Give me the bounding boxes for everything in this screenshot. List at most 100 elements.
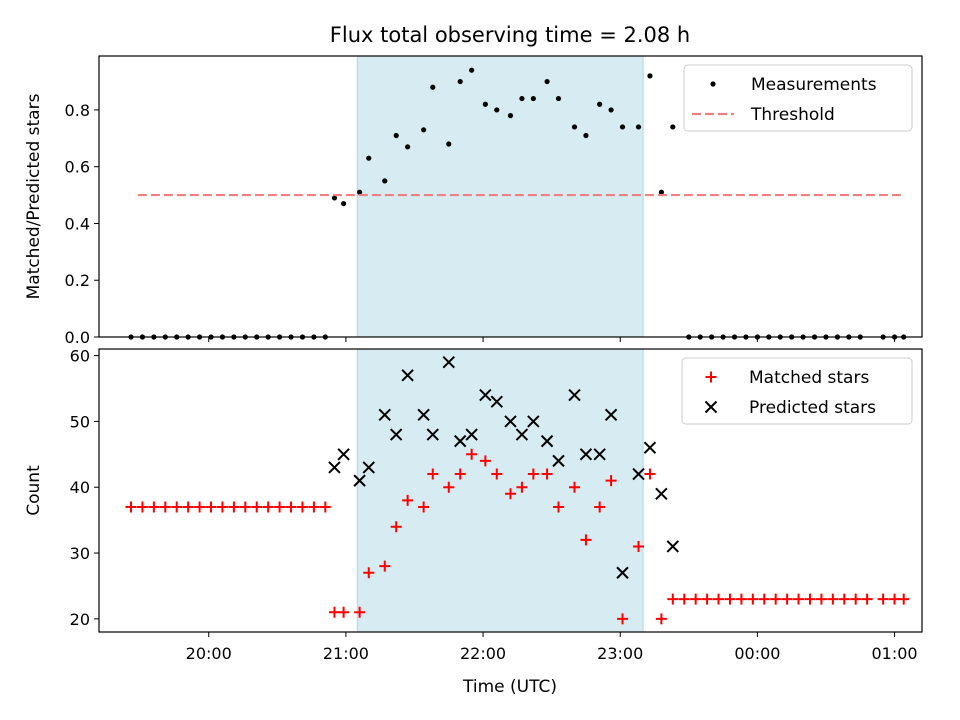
measurement-point	[555, 95, 562, 102]
measurement-point	[619, 124, 626, 130]
bottom-y-axis-label: Count	[24, 465, 44, 516]
y-tick-label: 0.2	[65, 271, 90, 290]
matched-stars-point	[877, 593, 889, 605]
predicted-stars-point	[479, 388, 492, 402]
measurement-point	[405, 144, 411, 150]
y-tick-label: 0.6	[65, 158, 90, 177]
matched-stars-point	[804, 593, 816, 605]
matched-stars-point	[125, 501, 137, 513]
matched-stars-point	[216, 501, 228, 513]
predicted-stars-point	[426, 428, 439, 441]
predicted-stars-point	[593, 448, 606, 461]
predicted-stars-point	[328, 461, 341, 474]
matched-stars-point	[850, 593, 862, 605]
matched-stars-point	[479, 455, 491, 467]
x-tick-label: 21:00	[323, 644, 369, 663]
matched-stars-point	[553, 501, 565, 513]
bottom-axes-frame	[98, 348, 923, 633]
x-axis-label: Time (UTC)	[462, 677, 557, 697]
x-tick-label: 23:00	[597, 644, 643, 663]
predicted-stars-point	[632, 467, 645, 481]
matched-stars-point	[713, 593, 725, 605]
legend-box	[683, 64, 913, 132]
predicted-stars-point	[389, 428, 403, 441]
y-tick-label: 50	[70, 412, 90, 431]
measurement-point	[446, 141, 452, 147]
matched-stars-point	[285, 501, 297, 513]
matched-stars-point	[262, 501, 274, 513]
measurement-point	[635, 124, 642, 130]
x-tick-label: 00:00	[734, 644, 780, 663]
matched-stars-point	[838, 593, 850, 605]
legend-label: Matched stars	[749, 368, 869, 388]
legend-marker-matched-stars	[705, 371, 717, 383]
predicted-stars-point	[515, 428, 529, 441]
matched-stars-point	[171, 501, 183, 513]
bottom-panel: 20 30 40 50 60 20:00 21:00 22:00 23:00 00:00 01:00…	[24, 347, 923, 663]
measurement-point	[544, 78, 550, 85]
matched-stars-point	[633, 540, 645, 552]
figure-title: Flux total observing time = 2.08 h	[330, 23, 690, 47]
matched-stars-point	[505, 488, 516, 500]
measurement-point	[583, 132, 589, 139]
matched-stars-point	[898, 593, 910, 605]
top-legend: Measurements Threshold	[683, 64, 913, 132]
measurement-point	[331, 195, 338, 201]
matched-stars-point	[194, 501, 206, 513]
matched-stars-point	[793, 593, 805, 605]
measurement-point	[658, 189, 664, 195]
measurement-point	[647, 73, 653, 79]
predicted-stars-point	[378, 408, 391, 422]
predicted-stars-point	[353, 474, 366, 487]
matched-stars-point	[678, 593, 690, 605]
measurement-point	[507, 113, 514, 119]
matched-stars-point	[308, 501, 320, 513]
matched-stars-point	[781, 593, 793, 605]
measurement-point	[482, 101, 488, 107]
bottom-observing-window-span	[356, 348, 644, 633]
matched-stars-point	[690, 593, 702, 605]
matched-stars-point	[390, 521, 402, 533]
bottom-series-matched-stars	[125, 448, 910, 625]
matched-stars-point	[239, 501, 251, 513]
legend-label: Predicted stars	[749, 398, 876, 418]
legend-marker-measurements	[710, 81, 716, 87]
matched-stars-point	[491, 468, 503, 480]
matched-stars-point	[701, 593, 713, 605]
measurement-point	[494, 107, 500, 113]
predicted-stars-point	[616, 566, 629, 579]
matched-stars-point	[319, 501, 331, 513]
predicted-stars-point	[362, 461, 375, 474]
matched-stars-point	[644, 468, 656, 480]
matched-stars-point	[205, 501, 217, 513]
matched-stars-point	[605, 475, 617, 487]
matched-stars-point	[354, 606, 366, 618]
matched-stars-point	[617, 613, 629, 625]
predicted-stars-point	[504, 415, 517, 428]
x-tick-label: 01:00	[872, 644, 918, 663]
predicted-stars-point	[417, 408, 430, 422]
measurement-point	[357, 189, 363, 195]
predicted-stars-point	[490, 395, 503, 408]
y-tick-label: 0.4	[65, 214, 90, 233]
legend-label: Threshold	[750, 105, 835, 125]
matched-stars-point	[594, 501, 606, 513]
top-observing-window-span	[356, 55, 644, 338]
measurement-point	[571, 124, 578, 130]
legend-marker-predicted-stars	[704, 400, 718, 414]
matched-stars-point	[861, 593, 873, 605]
x-tick-label: 22:00	[460, 644, 506, 663]
matched-stars-point	[251, 501, 263, 513]
predicted-stars-point	[655, 487, 668, 500]
y-tick-label: 0.8	[65, 101, 90, 120]
predicted-stars-point	[442, 355, 455, 369]
bottom-series-predicted-stars	[328, 355, 680, 579]
measurement-point	[341, 200, 347, 207]
matched-stars-point	[379, 560, 391, 572]
matched-stars-point	[815, 593, 827, 605]
measurement-point	[670, 124, 676, 130]
matched-stars-point	[466, 448, 478, 460]
matched-stars-point	[527, 468, 539, 480]
matched-stars-point	[338, 606, 350, 618]
